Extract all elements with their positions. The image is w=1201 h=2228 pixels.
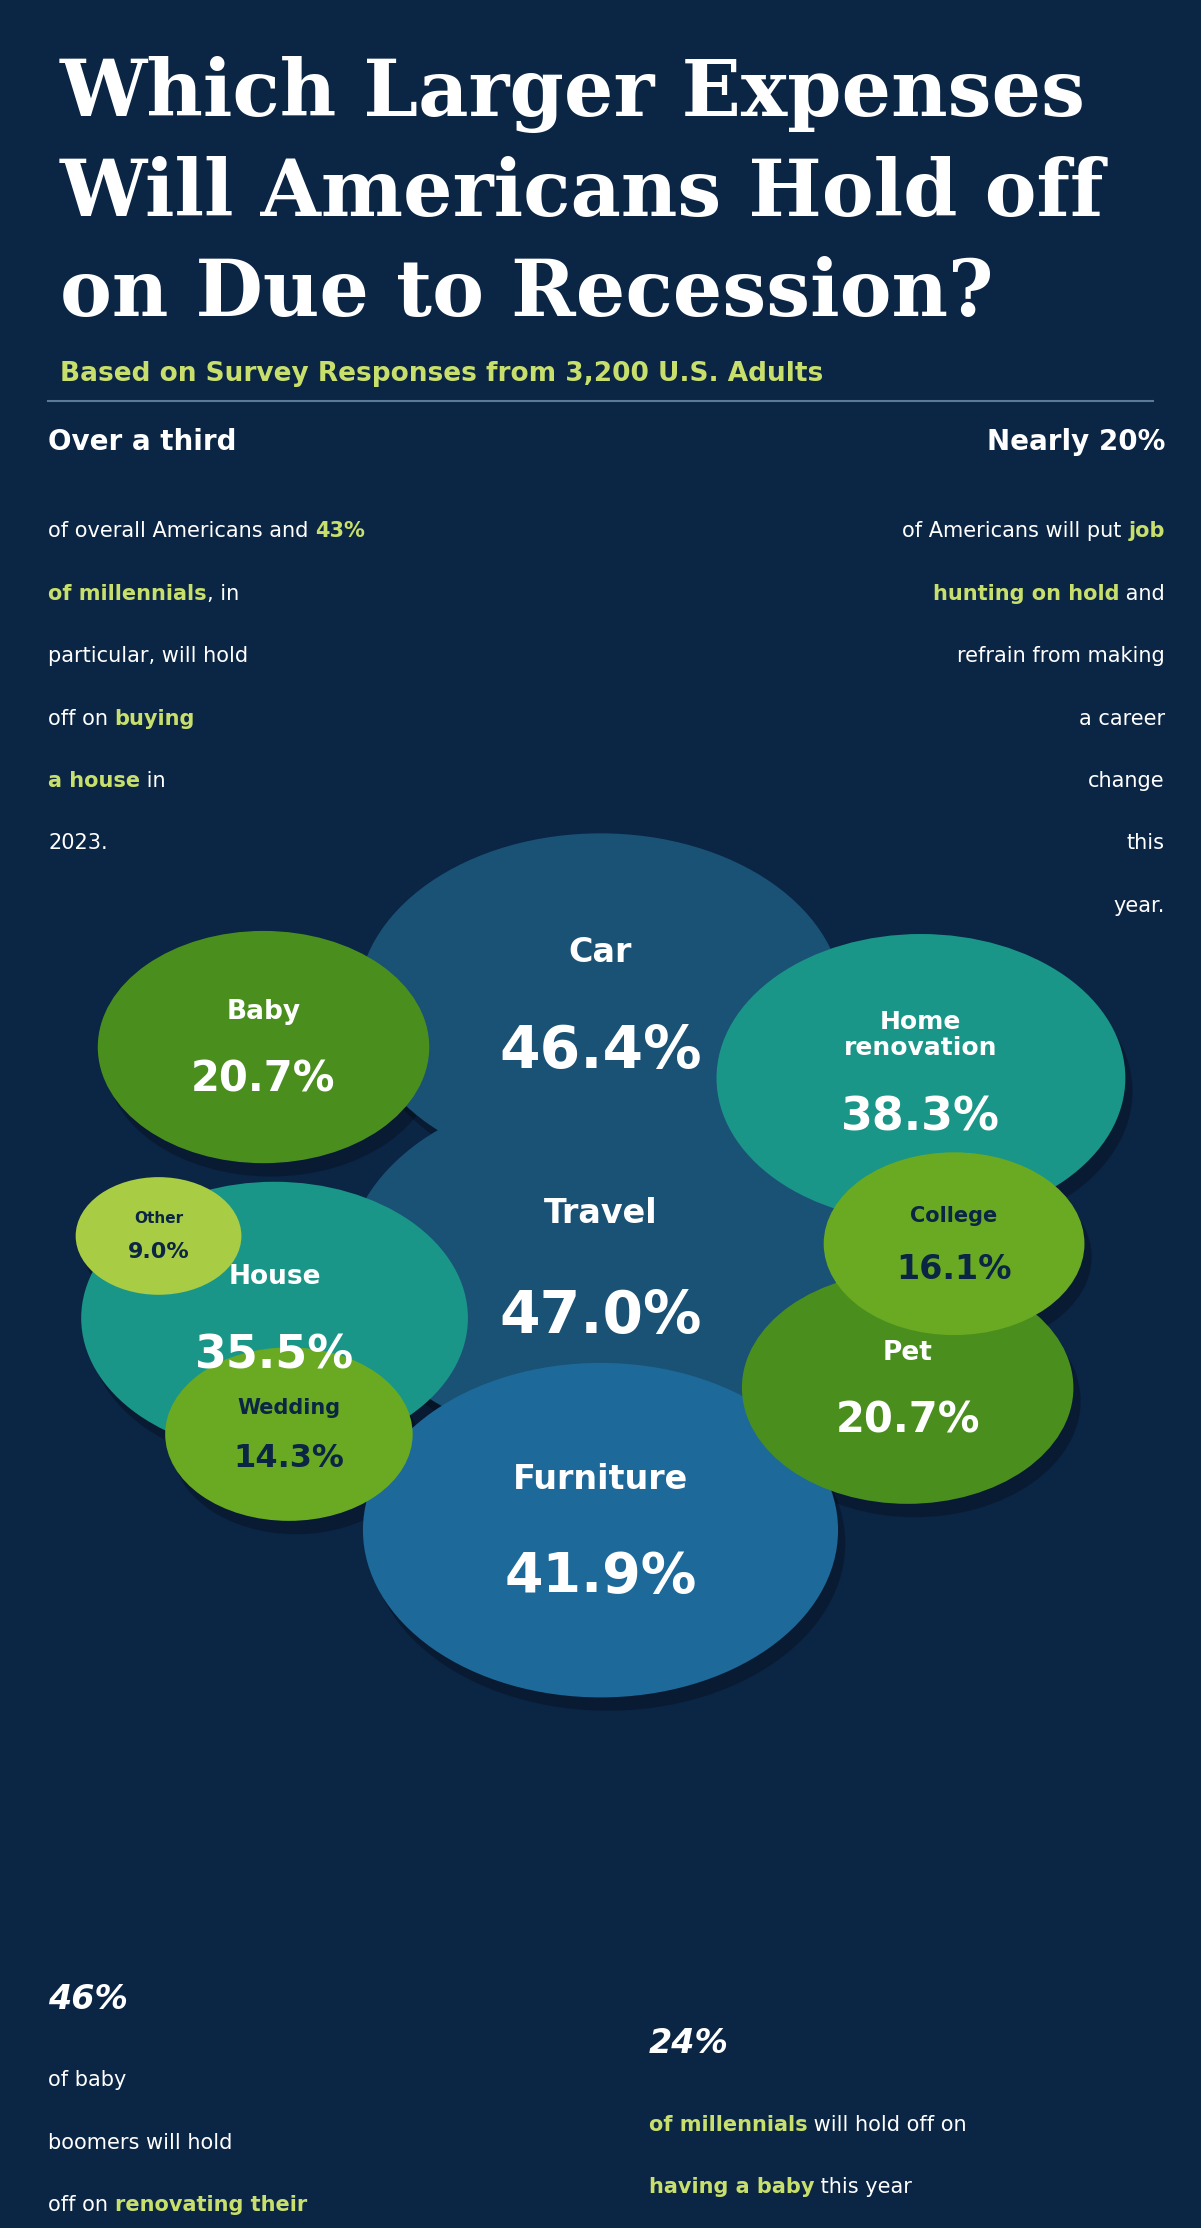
Ellipse shape (89, 1194, 476, 1468)
Text: House: House (228, 1263, 321, 1290)
Text: 24%: 24% (649, 2027, 729, 2061)
Text: 2023.: 2023. (48, 833, 108, 853)
Text: job: job (1129, 521, 1165, 541)
Text: off on: off on (48, 2195, 114, 2215)
Ellipse shape (83, 1190, 249, 1308)
Text: Over a third: Over a third (48, 428, 237, 457)
Ellipse shape (831, 1165, 1092, 1348)
Text: Other: Other (135, 1210, 183, 1225)
Text: Car: Car (569, 936, 632, 969)
Text: this: this (1127, 833, 1165, 853)
Text: change: change (1088, 771, 1165, 791)
Text: 20.7%: 20.7% (836, 1399, 980, 1442)
Ellipse shape (749, 1286, 1081, 1517)
Text: College: College (910, 1205, 998, 1225)
Text: Nearly 20%: Nearly 20% (986, 428, 1165, 457)
Text: of Americans will put: of Americans will put (902, 521, 1129, 541)
Text: buying: buying (114, 709, 195, 729)
Ellipse shape (173, 1361, 420, 1535)
Ellipse shape (346, 1089, 855, 1446)
Text: year.: year. (1113, 896, 1165, 916)
Text: refrain from making: refrain from making (957, 646, 1165, 666)
Text: Wedding: Wedding (238, 1399, 340, 1419)
Text: a house: a house (48, 771, 141, 791)
Text: Furniture: Furniture (513, 1464, 688, 1497)
Text: this year: this year (814, 2177, 912, 2197)
Text: Baby: Baby (227, 998, 300, 1025)
Text: 41.9%: 41.9% (504, 1551, 697, 1604)
Ellipse shape (363, 1364, 838, 1698)
Text: Will Americans Hold off: Will Americans Hold off (60, 156, 1105, 232)
Ellipse shape (370, 1377, 846, 1711)
Ellipse shape (97, 931, 429, 1163)
Text: Home
renovation: Home renovation (844, 1009, 998, 1061)
Ellipse shape (742, 1272, 1074, 1504)
Ellipse shape (824, 1152, 1085, 1335)
Ellipse shape (166, 1348, 413, 1522)
Ellipse shape (717, 934, 1125, 1221)
Text: 47.0%: 47.0% (500, 1288, 701, 1346)
Text: Travel: Travel (544, 1196, 657, 1230)
Text: 35.5%: 35.5% (195, 1335, 354, 1379)
Text: 20.7%: 20.7% (191, 1058, 336, 1101)
Text: having a baby: having a baby (649, 2177, 814, 2197)
Text: of millennials: of millennials (649, 2114, 807, 2134)
Text: off on: off on (48, 709, 114, 729)
Text: in: in (141, 771, 166, 791)
Text: a career: a career (1078, 709, 1165, 729)
Text: of overall Americans and: of overall Americans and (48, 521, 315, 541)
Text: Which Larger Expenses: Which Larger Expenses (60, 56, 1086, 134)
Ellipse shape (365, 847, 850, 1188)
Text: 43%: 43% (315, 521, 365, 541)
Ellipse shape (104, 945, 436, 1176)
Text: hunting on hold: hunting on hold (933, 584, 1119, 604)
Ellipse shape (82, 1181, 468, 1455)
Text: of baby: of baby (48, 2070, 126, 2090)
Ellipse shape (724, 947, 1133, 1234)
Text: on Due to Recession?: on Due to Recession? (60, 256, 993, 332)
Ellipse shape (76, 1176, 241, 1294)
Text: boomers will hold: boomers will hold (48, 2132, 233, 2152)
Ellipse shape (358, 833, 843, 1174)
Text: 46.4%: 46.4% (500, 1023, 701, 1081)
Text: 46%: 46% (48, 1983, 129, 2016)
Ellipse shape (353, 1103, 862, 1459)
Text: renovating their: renovating their (114, 2195, 307, 2215)
Text: Based on Survey Responses from 3,200 U.S. Adults: Based on Survey Responses from 3,200 U.S… (60, 361, 824, 388)
Text: 14.3%: 14.3% (233, 1444, 345, 1475)
Text: Pet: Pet (883, 1339, 933, 1366)
Text: will hold off on: will hold off on (807, 2114, 967, 2134)
Text: 9.0%: 9.0% (127, 1243, 190, 1263)
Text: particular, will hold: particular, will hold (48, 646, 249, 666)
Text: of millennials: of millennials (48, 584, 207, 604)
Text: , in: , in (207, 584, 239, 604)
Text: and: and (1119, 584, 1165, 604)
Text: 16.1%: 16.1% (896, 1252, 1011, 1286)
Text: 38.3%: 38.3% (842, 1096, 1000, 1141)
